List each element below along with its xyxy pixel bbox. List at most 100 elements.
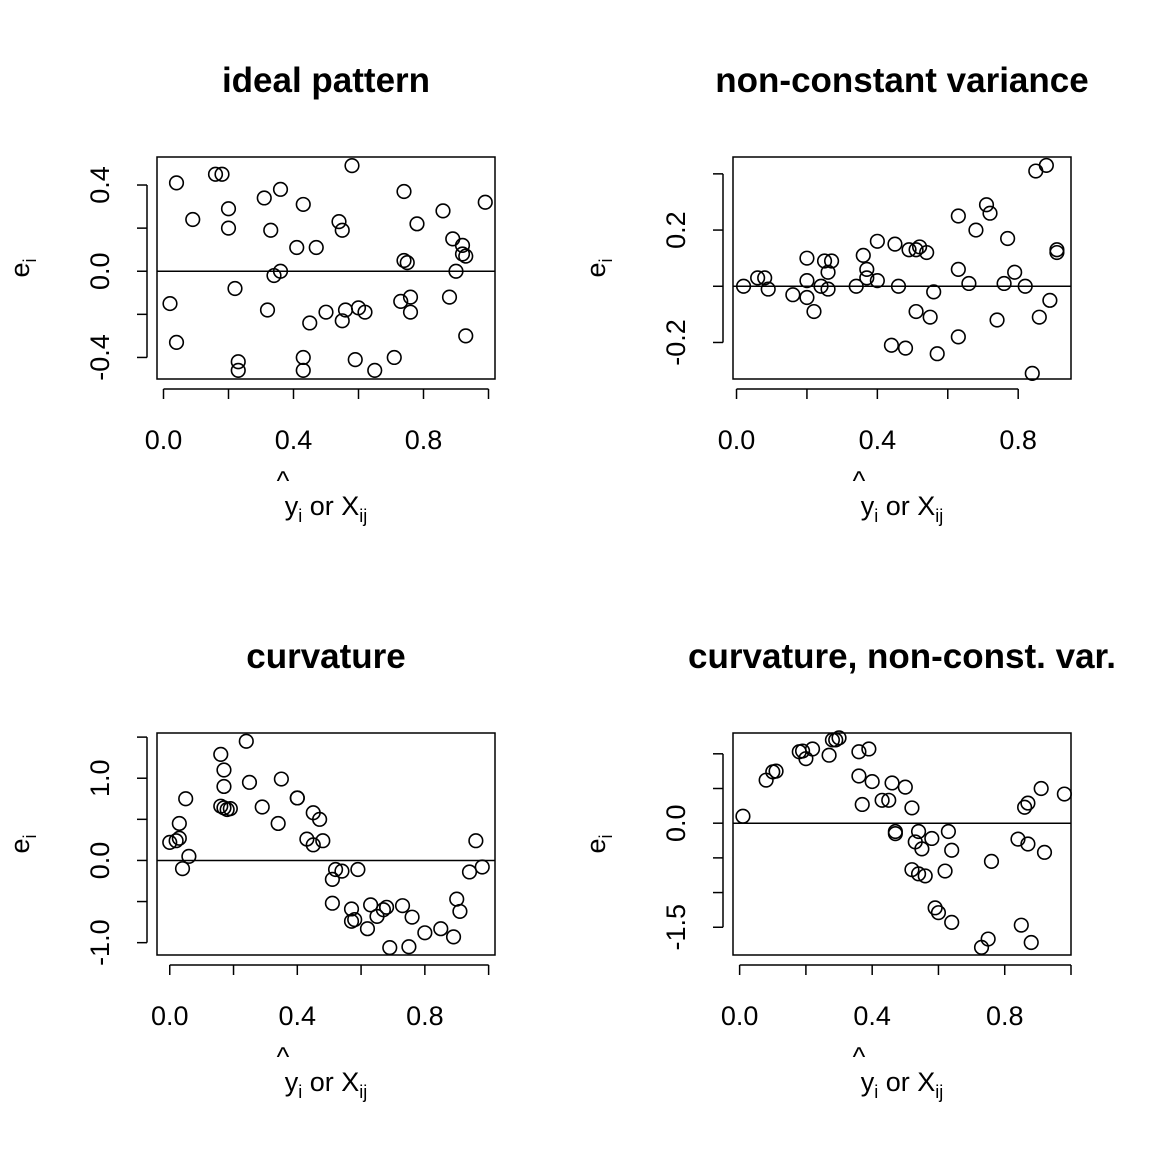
data-point [804,741,821,757]
data-point [820,264,836,280]
data-point [757,270,773,286]
x-label-sub-i: i [298,506,302,526]
x-label-hat: ^ [853,1042,866,1072]
y-tick-label: 0.4 [85,166,115,204]
x-axis-label: yi or Xij [285,1067,368,1102]
data-point [1033,780,1049,797]
data-point [220,201,237,217]
data-point [454,237,471,253]
x-label-sub-ij: ij [359,506,367,526]
data-point [1028,163,1044,179]
data-point [273,771,289,787]
data-point [828,732,844,748]
y-tick-label: -1.5 [661,904,691,951]
x-label-y: y [285,491,299,521]
x-label-hat: ^ [277,466,290,496]
data-point [910,823,927,840]
data-point [890,278,907,294]
data-point [848,278,864,294]
data-point [185,211,201,228]
y-label-sub-i: i [596,834,616,838]
data-point [207,166,224,182]
data-point [1031,309,1047,325]
data-point [458,248,474,264]
data-point [315,833,331,849]
data-point [910,866,927,882]
data-point [401,939,417,955]
x-label-sub-i: i [874,1082,878,1102]
data-point [270,815,286,832]
data-point [924,830,940,847]
data-point [919,244,935,261]
data-point [238,733,254,749]
y-label-e: e [5,262,35,277]
data-point [883,337,900,353]
data-point [950,261,966,278]
y-label-sub-i: i [20,258,40,262]
data-point [241,774,258,790]
data-point [256,190,272,206]
data-point [1049,242,1065,258]
data-point [357,304,373,320]
data-point [254,799,270,815]
data-point [887,236,903,252]
data-point [174,861,191,877]
x-label-y: y [861,491,875,521]
data-point [859,270,875,286]
plot-frame [732,156,1072,380]
data-point [334,313,350,329]
data-point [851,744,867,760]
data-point [359,921,376,937]
data-point [367,362,383,378]
data-point [331,214,347,230]
data-point [929,346,945,362]
x-tick-label: 0.8 [406,1001,444,1031]
y-tick-label: -0.2 [661,319,691,366]
data-point [1023,934,1039,951]
data-point [347,352,363,368]
data-point [386,349,402,366]
data-point [904,800,920,816]
data-point [1038,157,1054,174]
data-point [445,231,461,247]
x-tick-label: 0.4 [275,425,313,455]
data-point [917,868,933,884]
data-point [324,871,340,887]
data-point [820,281,836,297]
x-tick-label: 0.0 [721,1001,759,1031]
data-point [983,853,1000,869]
y-tick-label: 0.2 [661,211,691,249]
data-point [295,196,311,213]
data-points [735,730,1072,955]
x-tick-label: 0.0 [151,1001,189,1031]
data-point [393,293,409,310]
data-point [937,863,953,879]
x-axis-label: yi or Xij [285,491,368,526]
plot-title: ideal pattern [222,61,430,100]
data-point [768,763,784,779]
data-point [417,925,433,941]
x-label-hat: ^ [277,1042,290,1072]
data-point [901,242,917,258]
data-point [961,275,977,292]
data-points [162,158,493,378]
plot-title: curvature [246,637,406,676]
data-point [295,362,311,378]
data-point [461,864,478,880]
x-label-sub-i: i [874,506,878,526]
x-axis: 0.0 0.4 0.8 [151,964,490,1031]
data-point [171,830,187,846]
data-point [922,309,938,325]
y-axis-label: ei [581,258,616,277]
data-point [950,208,966,224]
y-tick-label: 0.0 [661,804,691,842]
data-point [908,303,924,320]
data-point [980,931,996,947]
data-point [181,848,197,864]
data-point [168,334,185,350]
data-point [230,354,246,370]
data-point [869,273,885,289]
data-point [402,304,419,320]
data-point [855,247,871,263]
